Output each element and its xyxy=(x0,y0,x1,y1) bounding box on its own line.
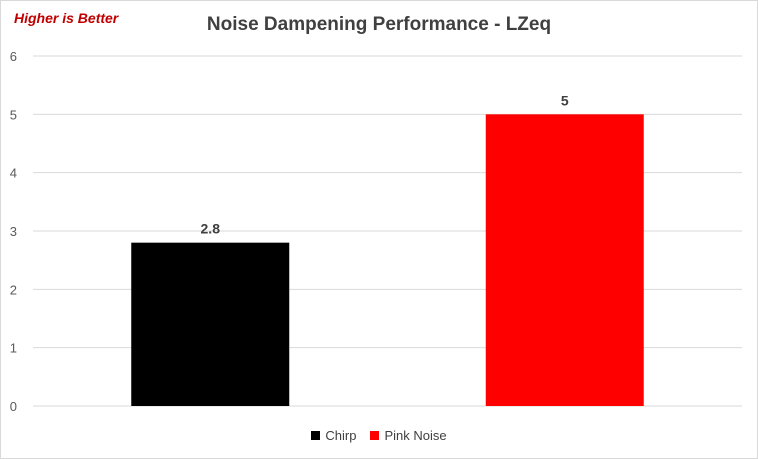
legend-label: Pink Noise xyxy=(384,428,447,443)
legend-swatch xyxy=(311,431,321,440)
legend-label: Chirp xyxy=(325,428,357,443)
chart-title: Noise Dampening Performance - LZeq xyxy=(206,14,552,35)
y-tick-label: 5 xyxy=(10,107,17,122)
data-label: 5 xyxy=(561,92,569,108)
legend-item: Chirp xyxy=(311,428,356,443)
y-tick-label: 6 xyxy=(10,49,17,64)
bar-pink-noise xyxy=(485,114,644,406)
data-label: 2.8 xyxy=(201,221,221,237)
y-tick-label: 1 xyxy=(10,341,17,356)
y-tick-label: 2 xyxy=(10,282,17,297)
y-tick-label: 4 xyxy=(10,166,17,181)
bar-chirp xyxy=(131,242,290,406)
chart-legend: Chirp Pink Noise xyxy=(0,428,758,443)
legend-swatch xyxy=(370,431,380,440)
higher-is-better-note: Higher is Better xyxy=(14,10,119,26)
y-tick-label: 3 xyxy=(10,224,17,239)
legend-item: Pink Noise xyxy=(370,428,447,443)
y-tick-label: 0 xyxy=(10,399,17,414)
